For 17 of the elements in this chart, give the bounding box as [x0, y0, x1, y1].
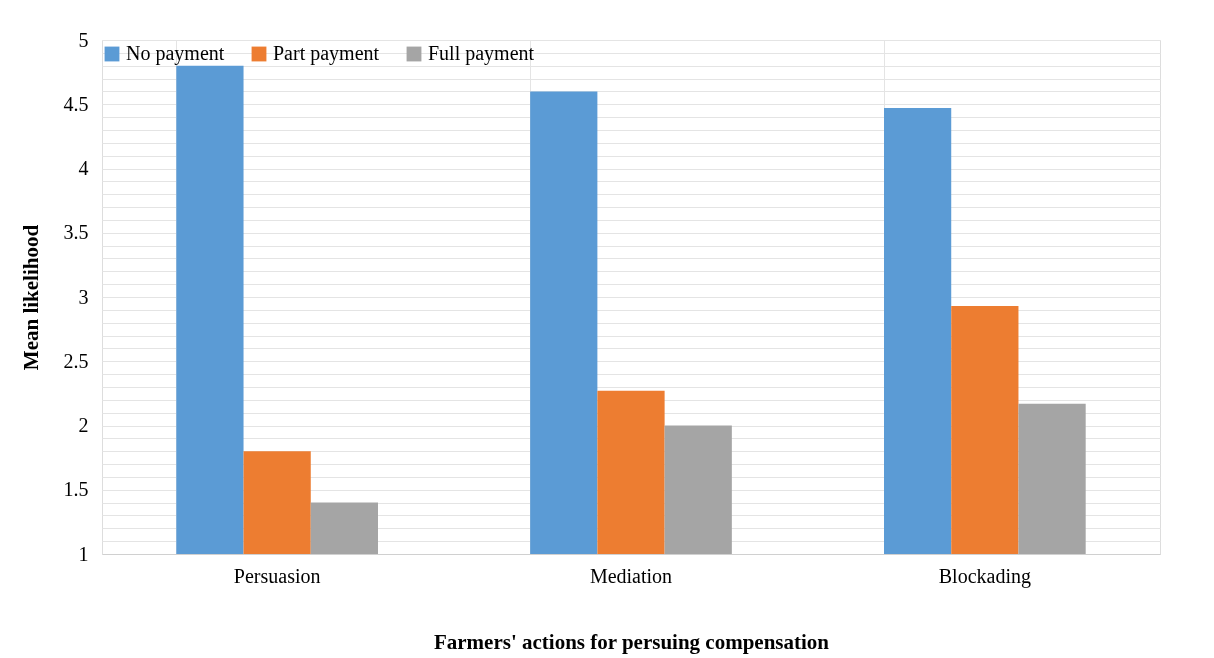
legend-label: Full payment — [428, 42, 535, 65]
x-axis-title: Farmers' actions for persuing compensation — [433, 629, 830, 654]
y-tick-label: 4 — [78, 157, 89, 179]
x-tick-label: Mediation — [589, 564, 673, 587]
legend-label: No payment — [126, 42, 225, 65]
y-axis-title: Mean likelihood — [18, 224, 43, 371]
x-tick-label: Blockading — [938, 564, 1031, 588]
x-tick-label: Persuasion — [233, 564, 321, 587]
y-tick-label: 2.5 — [63, 349, 89, 372]
y-tick-label: 5 — [78, 28, 89, 51]
y-tick-label: 1.5 — [63, 478, 89, 501]
legend-label: Part payment — [273, 42, 380, 65]
y-tick-label: 2 — [78, 414, 89, 436]
y-tick-label: 3.5 — [63, 221, 89, 244]
y-tick-label: 3 — [78, 285, 89, 308]
y-tick-label: 1 — [78, 542, 89, 565]
y-tick-label: 4.5 — [63, 92, 89, 115]
